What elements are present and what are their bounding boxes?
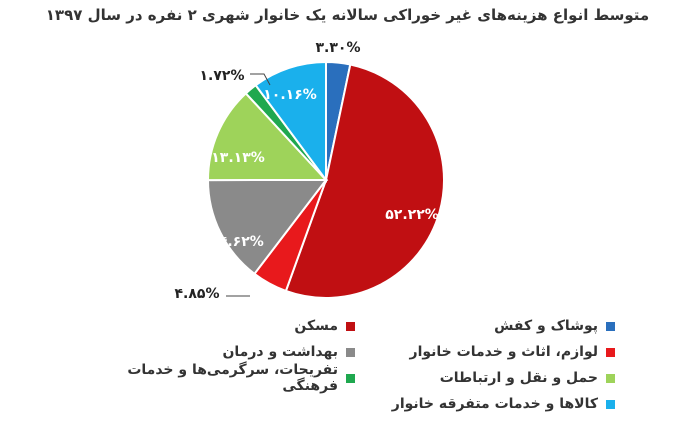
legend-label: کالاها و خدمات متفرقه خانوار [391, 396, 598, 412]
data-label: ۳.۳۰% [316, 40, 361, 56]
chart-title: متوسط انواع هزینه‌های غیر خوراکی سالانه … [45, 6, 650, 24]
legend-label: پوشاک و کفش [494, 318, 598, 334]
legend-item-recreation: تفریحات، سرگرمی‌ها و خدمات فرهنگی [95, 362, 355, 394]
data-label: ۱۳.۱۳% [211, 150, 265, 166]
legend-item-misc: کالاها و خدمات متفرقه خانوار [355, 396, 615, 412]
data-label: ۵۲.۲۲% [385, 207, 439, 223]
legend: پوشاک و کفش مسکن لوازم، اثاث و خدمات خان… [95, 318, 615, 412]
legend-swatch [606, 347, 615, 357]
data-label: ۱۴.۶۲% [210, 234, 264, 250]
legend-swatch [606, 399, 615, 409]
data-label: ۴.۸۵% [175, 286, 220, 302]
legend-label: بهداشت و درمان [222, 344, 338, 360]
legend-item-health: بهداشت و درمان [95, 344, 355, 360]
legend-label: لوازم، اثاث و خدمات خانوار [409, 344, 598, 360]
legend-label: حمل و نقل و ارتباطات [439, 370, 598, 386]
pie-chart: ۳.۳۰% ۵۲.۲۲% ۴.۸۵% ۱۴.۶۲% ۱۳.۱۳% ۱.۷۲% ۱۰.۱۶% [175, 40, 445, 302]
legend-swatch [346, 373, 355, 383]
legend-item-furnishings: لوازم، اثاث و خدمات خانوار [355, 344, 615, 360]
legend-swatch [606, 373, 615, 383]
legend-item-housing: مسکن [95, 318, 355, 334]
legend-item-clothing: پوشاک و کفش [355, 318, 615, 334]
legend-label: تفریحات، سرگرمی‌ها و خدمات فرهنگی [127, 362, 338, 394]
legend-swatch [346, 347, 355, 357]
pie-slice [206, 91, 329, 182]
pie-slice [284, 63, 445, 299]
pie-slice [206, 178, 329, 276]
pie-slice [254, 60, 327, 184]
leader-line [250, 73, 271, 86]
legend-label: مسکن [294, 318, 338, 334]
legend-swatch [606, 321, 615, 331]
legend-swatch [346, 321, 355, 331]
data-label: ۱۰.۱۶% [263, 87, 317, 103]
data-label: ۱.۷۲% [200, 68, 245, 84]
legend-item-transport: حمل و نقل و ارتباطات [355, 370, 615, 386]
